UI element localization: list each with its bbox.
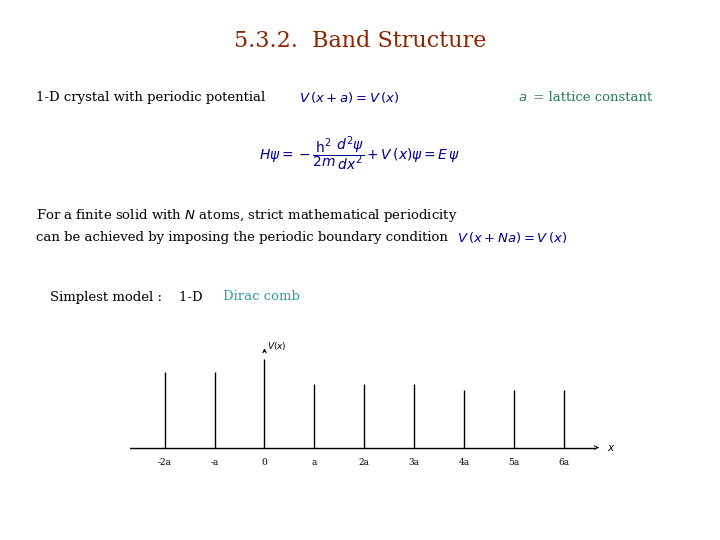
Text: 5a: 5a: [508, 458, 520, 467]
Text: $a$: $a$: [518, 91, 528, 104]
Text: 2a: 2a: [359, 458, 370, 467]
Text: a: a: [312, 458, 317, 467]
Text: -2a: -2a: [158, 458, 171, 467]
Text: 5.3.2.  Band Structure: 5.3.2. Band Structure: [234, 30, 486, 52]
Text: $x$: $x$: [607, 443, 615, 453]
Text: 0: 0: [261, 458, 267, 467]
Text: $H\psi = -\dfrac{\mathrm{h}^2}{2m}\dfrac{d^2\psi}{dx^2}+V\,(x)\psi = E\,\psi$: $H\psi = -\dfrac{\mathrm{h}^2}{2m}\dfrac…: [259, 134, 461, 173]
Text: 3a: 3a: [409, 458, 420, 467]
Text: 4a: 4a: [459, 458, 470, 467]
Text: Simplest model :    1-D: Simplest model : 1-D: [50, 291, 207, 303]
Text: 6a: 6a: [559, 458, 570, 467]
Text: $V\,(x+Na)=V\,(x)$: $V\,(x+Na)=V\,(x)$: [457, 230, 567, 245]
Text: $V(x)$: $V(x)$: [267, 340, 287, 352]
Text: $V\,(x+a)=V\,(x)$: $V\,(x+a)=V\,(x)$: [299, 90, 399, 105]
Text: -a: -a: [210, 458, 219, 467]
Text: = lattice constant: = lattice constant: [529, 91, 652, 104]
Text: Dirac comb: Dirac comb: [223, 291, 300, 303]
Text: 1-D crystal with periodic potential: 1-D crystal with periodic potential: [36, 91, 265, 104]
Text: For a finite solid with $N$ atoms, strict mathematical periodicity: For a finite solid with $N$ atoms, stric…: [36, 207, 457, 225]
Text: can be achieved by imposing the periodic boundary condition: can be achieved by imposing the periodic…: [36, 231, 448, 244]
